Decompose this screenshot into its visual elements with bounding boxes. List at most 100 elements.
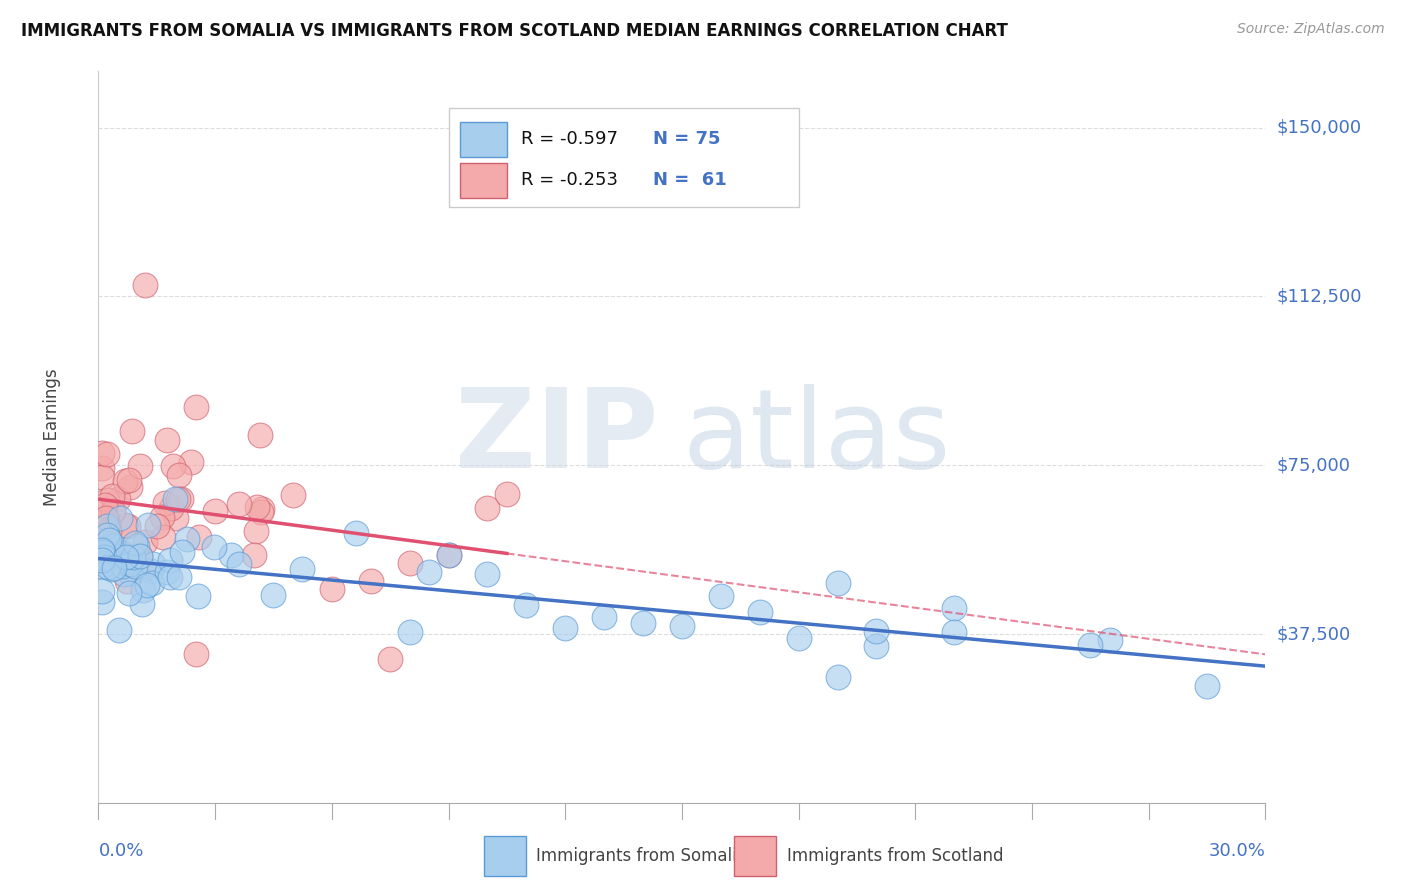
Point [170,545,193,559]
Point [91,545,114,559]
Point [91,558,114,573]
Point [152,530,174,544]
Point [118,586,141,600]
Point [108,511,131,525]
Point [112,558,135,573]
Point [93,549,115,564]
Text: Source: ZipAtlas.com: Source: ZipAtlas.com [1237,22,1385,37]
Point [141,576,163,591]
Point [515,599,537,613]
Point [107,623,129,637]
Point [344,526,367,541]
Point [167,467,190,482]
Point [249,505,271,519]
Point [101,489,124,503]
Point [107,492,129,507]
Point [160,501,183,516]
Point [98,541,121,556]
Point [132,582,155,597]
Text: $112,500: $112,500 [1277,287,1362,305]
Point [135,578,157,592]
Point [121,424,143,438]
Point [496,487,519,501]
Point [245,524,267,538]
FancyBboxPatch shape [460,163,508,198]
Point [91,594,114,608]
Point [96,528,118,542]
Point [97,517,120,532]
Point [437,548,460,562]
Point [418,565,440,579]
Point [118,473,141,487]
Point [631,616,654,631]
Point [124,536,146,550]
Point [262,588,284,602]
Point [97,524,120,538]
FancyBboxPatch shape [484,836,526,876]
Point [94,510,117,524]
Point [477,501,499,516]
Point [165,491,187,506]
Point [91,583,114,598]
Point [246,500,269,514]
Point [128,549,150,564]
Point [120,554,142,568]
Point [103,561,125,575]
Point [128,549,150,564]
Point [124,559,146,574]
Text: IMMIGRANTS FROM SOMALIA VS IMMIGRANTS FROM SCOTLAND MEDIAN EARNINGS CORRELATION : IMMIGRANTS FROM SOMALIA VS IMMIGRANTS FR… [21,22,1008,40]
Text: Immigrants from Somalia: Immigrants from Somalia [536,847,747,865]
Point [129,458,152,473]
Point [112,567,135,582]
Text: Median Earnings: Median Earnings [42,368,60,506]
Point [167,569,190,583]
Point [112,549,135,563]
Point [96,447,118,461]
Point [96,519,118,533]
Point [593,610,616,624]
Point [131,597,153,611]
Point [117,519,139,533]
Point [91,549,114,564]
FancyBboxPatch shape [734,836,776,876]
Point [156,433,179,447]
Point [122,550,145,565]
Point [141,558,163,572]
Point [96,493,118,508]
Point [162,459,184,474]
Point [398,625,420,640]
Text: N = 75: N = 75 [652,129,720,148]
Point [91,460,114,475]
Point [91,446,114,460]
Point [112,546,135,560]
Point [202,540,225,554]
FancyBboxPatch shape [460,122,508,157]
Point [156,565,179,579]
Point [398,556,420,570]
Text: $150,000: $150,000 [1277,119,1361,136]
Point [477,567,499,582]
Point [134,278,156,293]
Point [134,535,156,549]
Point [943,624,966,639]
Point [176,532,198,546]
Point [243,548,266,562]
FancyBboxPatch shape [449,108,799,207]
Point [150,509,173,524]
Text: ZIP: ZIP [456,384,658,491]
Point [120,480,142,494]
Point [228,497,250,511]
Point [827,576,849,591]
Point [136,518,159,533]
Point [437,548,460,562]
Point [91,552,114,566]
Point [290,561,312,575]
Point [91,470,114,484]
Text: R = -0.253: R = -0.253 [520,170,617,188]
Point [97,559,120,574]
Text: 30.0%: 30.0% [1209,842,1265,860]
Point [101,538,124,552]
Point [114,517,136,532]
Point [671,619,693,633]
Point [104,558,127,572]
